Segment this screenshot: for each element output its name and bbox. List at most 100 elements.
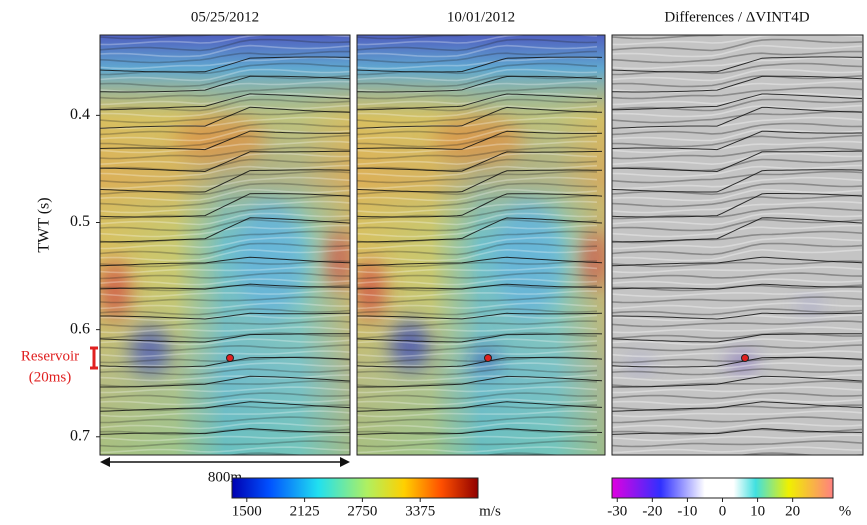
seismic-reflector	[100, 338, 350, 346]
seismic-reflector	[357, 140, 598, 154]
seismic-reflector	[612, 134, 863, 148]
seismic-reflector	[612, 422, 863, 430]
seismic-reflector	[357, 308, 598, 316]
horizon	[100, 256, 350, 267]
seismic-reflector	[100, 176, 350, 190]
horizon	[100, 375, 350, 388]
horizon	[357, 333, 603, 343]
seismic-reflector	[612, 368, 863, 376]
horizon	[100, 312, 350, 320]
seismic-reflector	[100, 242, 350, 256]
horizon	[100, 93, 350, 111]
seismic-reflector	[612, 62, 863, 76]
seismic-reflector	[357, 260, 598, 268]
seismic-reflector	[612, 434, 863, 442]
seismic-reflector	[612, 182, 863, 196]
seismic-reflector	[612, 158, 863, 172]
horizon	[100, 56, 350, 73]
horizon	[100, 356, 350, 368]
seismic-reflector	[357, 135, 598, 148]
horizon	[100, 333, 350, 343]
seismic-reflector	[100, 290, 350, 298]
horizon	[612, 130, 862, 151]
seismic-reflector	[357, 368, 598, 376]
seismic-reflector	[357, 434, 598, 442]
velocity-panel	[100, 35, 350, 455]
seismic-reflector	[612, 230, 863, 244]
seismic-reflector	[100, 212, 350, 226]
seismic-reflector	[612, 344, 863, 352]
colorbar-tick-label: 20	[785, 503, 800, 519]
scale-arrow	[100, 457, 350, 467]
seismic-reflector	[357, 392, 598, 400]
seismic-reflector	[357, 35, 473, 40]
seismic-reflector	[100, 86, 350, 100]
seismic-reflector	[100, 182, 350, 196]
seismic-reflector	[100, 440, 350, 448]
panel-frame	[356, 34, 606, 456]
difference-panel	[612, 35, 863, 455]
velocity-panel	[357, 35, 605, 455]
seismic-reflector	[612, 236, 863, 250]
seismic-reflector	[100, 116, 350, 130]
seismic-reflector	[612, 404, 863, 412]
seismic-reflector	[100, 272, 350, 280]
seismic-reflector	[100, 416, 350, 424]
horizon	[612, 333, 863, 343]
seismic-reflector	[357, 326, 598, 334]
seismic-reflector	[612, 164, 863, 178]
seismic-reflector	[612, 38, 863, 52]
seismic-reflector	[357, 248, 598, 262]
seismic-reflector	[100, 410, 350, 418]
seismic-reflector	[357, 122, 598, 136]
seismic-reflector	[612, 80, 863, 94]
horizon	[612, 283, 862, 290]
horizon	[612, 193, 863, 218]
seismic-reflector	[357, 278, 598, 286]
seismic-reflector	[612, 272, 863, 280]
panel-frame	[611, 34, 864, 456]
seismic-reflector	[612, 74, 863, 88]
seismic-reflector	[100, 122, 350, 136]
reservoir-bracket	[90, 346, 98, 370]
horizon	[612, 217, 863, 243]
seismic-reflector	[612, 266, 863, 274]
seismic-reflector	[100, 218, 350, 232]
seismic-reflector	[100, 326, 350, 334]
seismic-reflector	[612, 398, 863, 406]
seismic-reflector	[357, 398, 598, 406]
seismic-reflector	[100, 422, 350, 430]
seismic-reflector	[100, 104, 350, 118]
horizon	[612, 56, 863, 73]
seismic-reflector	[612, 35, 728, 40]
horizon	[357, 130, 603, 150]
seismic-reflector	[357, 218, 598, 232]
seismic-reflector	[100, 350, 350, 358]
seismic-reflector	[612, 392, 863, 400]
horizon	[357, 56, 603, 73]
seismic-reflector	[357, 296, 598, 304]
horizon	[100, 193, 350, 218]
seismic-reflector	[612, 416, 863, 424]
seismic-reflector	[357, 50, 598, 64]
seismic-reflector	[100, 248, 350, 262]
horizon	[100, 169, 350, 193]
seismic-reflector	[612, 260, 863, 268]
seismic-reflector	[357, 116, 598, 130]
seismic-reflector	[100, 35, 350, 46]
horizon	[100, 75, 350, 93]
seismic-reflector	[357, 44, 598, 58]
seismic-reflector	[100, 134, 350, 148]
seismic-reflector	[612, 56, 863, 70]
seismic-reflector	[357, 386, 598, 394]
seismic-reflector	[612, 188, 863, 202]
panel-title: Differences / ΔVINT4D	[664, 9, 809, 25]
seismic-reflector	[357, 302, 598, 310]
colorbar-tick-label: -30	[607, 503, 627, 519]
reservoir-label: Reservoir	[21, 348, 79, 364]
seismic-reflector	[612, 290, 863, 298]
horizon	[100, 106, 350, 129]
seismic-reflector	[357, 98, 598, 112]
seismic-reflector	[357, 62, 598, 76]
horizon	[612, 256, 863, 267]
